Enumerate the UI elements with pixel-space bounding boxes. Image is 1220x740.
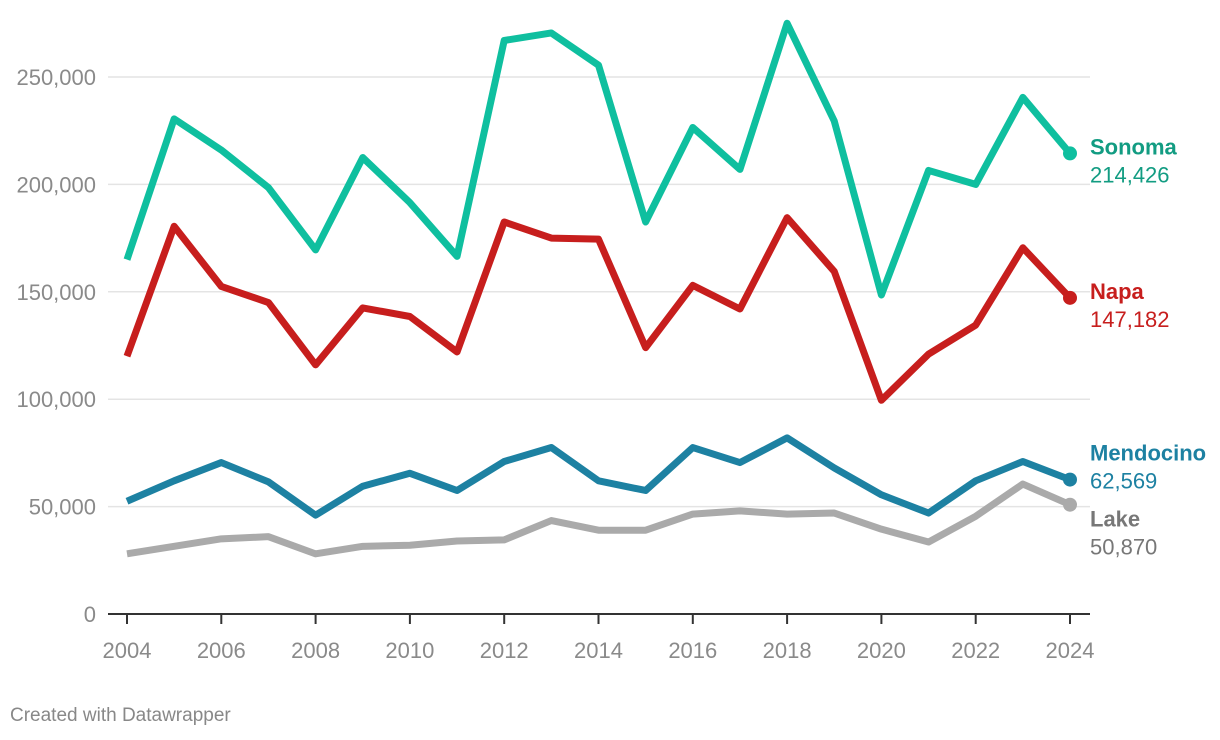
series-end-dot-napa	[1063, 290, 1077, 305]
series-value-label-napa: 147,182	[1090, 307, 1170, 332]
series-end-dot-lake	[1063, 497, 1077, 512]
series-end-labels: Sonoma 214,426 Napa 147,182 Mendocino 62,569 L…	[1090, 134, 1206, 559]
series-end-dot-sonoma	[1063, 146, 1077, 161]
series-name-label-sonoma: Sonoma	[1090, 134, 1178, 159]
series-end-dot-mendocino	[1063, 472, 1077, 487]
series-line-lake	[126, 480, 1072, 558]
series-name-label-lake: Lake	[1090, 507, 1140, 532]
y-tick-label: 100,000	[16, 387, 96, 412]
x-tick-label: 2020	[857, 638, 906, 663]
series-value-label-lake: 50,870	[1090, 535, 1157, 560]
x-tick-label: 2018	[763, 638, 812, 663]
line-chart: 0 50,000 100,000 150,000 200,000 250,000 2004…	[16, 19, 1206, 663]
series-value-label-sonoma: 214,426	[1090, 162, 1170, 187]
series-line-napa	[123, 214, 1073, 404]
series-name-label-napa: Napa	[1090, 279, 1145, 304]
x-axis: 2004 2006 2008 2010 2012 2014 2016 2018 2020 2022…	[103, 613, 1095, 663]
y-tick-label: 200,000	[16, 172, 96, 197]
y-tick-label: 0	[84, 602, 96, 627]
series-lines	[123, 19, 1077, 558]
x-tick-label: 2006	[197, 638, 246, 663]
y-tick-label: 50,000	[29, 495, 96, 520]
x-tick-label: 2010	[385, 638, 434, 663]
x-tick-label: 2004	[103, 638, 152, 663]
series-line-sonoma	[123, 19, 1073, 299]
datawrapper-credit: Created with Datawrapper	[10, 705, 231, 726]
y-tick-label: 150,000	[16, 280, 96, 305]
x-tick-label: 2024	[1046, 638, 1095, 663]
x-tick-label: 2012	[480, 638, 529, 663]
x-tick-label: 2014	[574, 638, 623, 663]
gridlines	[108, 76, 1090, 508]
series-name-label-mendocino: Mendocino	[1090, 441, 1206, 466]
x-tick-label: 2008	[291, 638, 340, 663]
x-tick-label: 2016	[668, 638, 717, 663]
series-value-label-mendocino: 62,569	[1090, 469, 1157, 494]
y-axis-tick-labels: 0 50,000 100,000 150,000 200,000 250,000	[16, 65, 96, 627]
series-line-mendocino	[125, 434, 1072, 519]
y-tick-label: 250,000	[16, 65, 96, 90]
x-tick-label: 2022	[951, 638, 1000, 663]
